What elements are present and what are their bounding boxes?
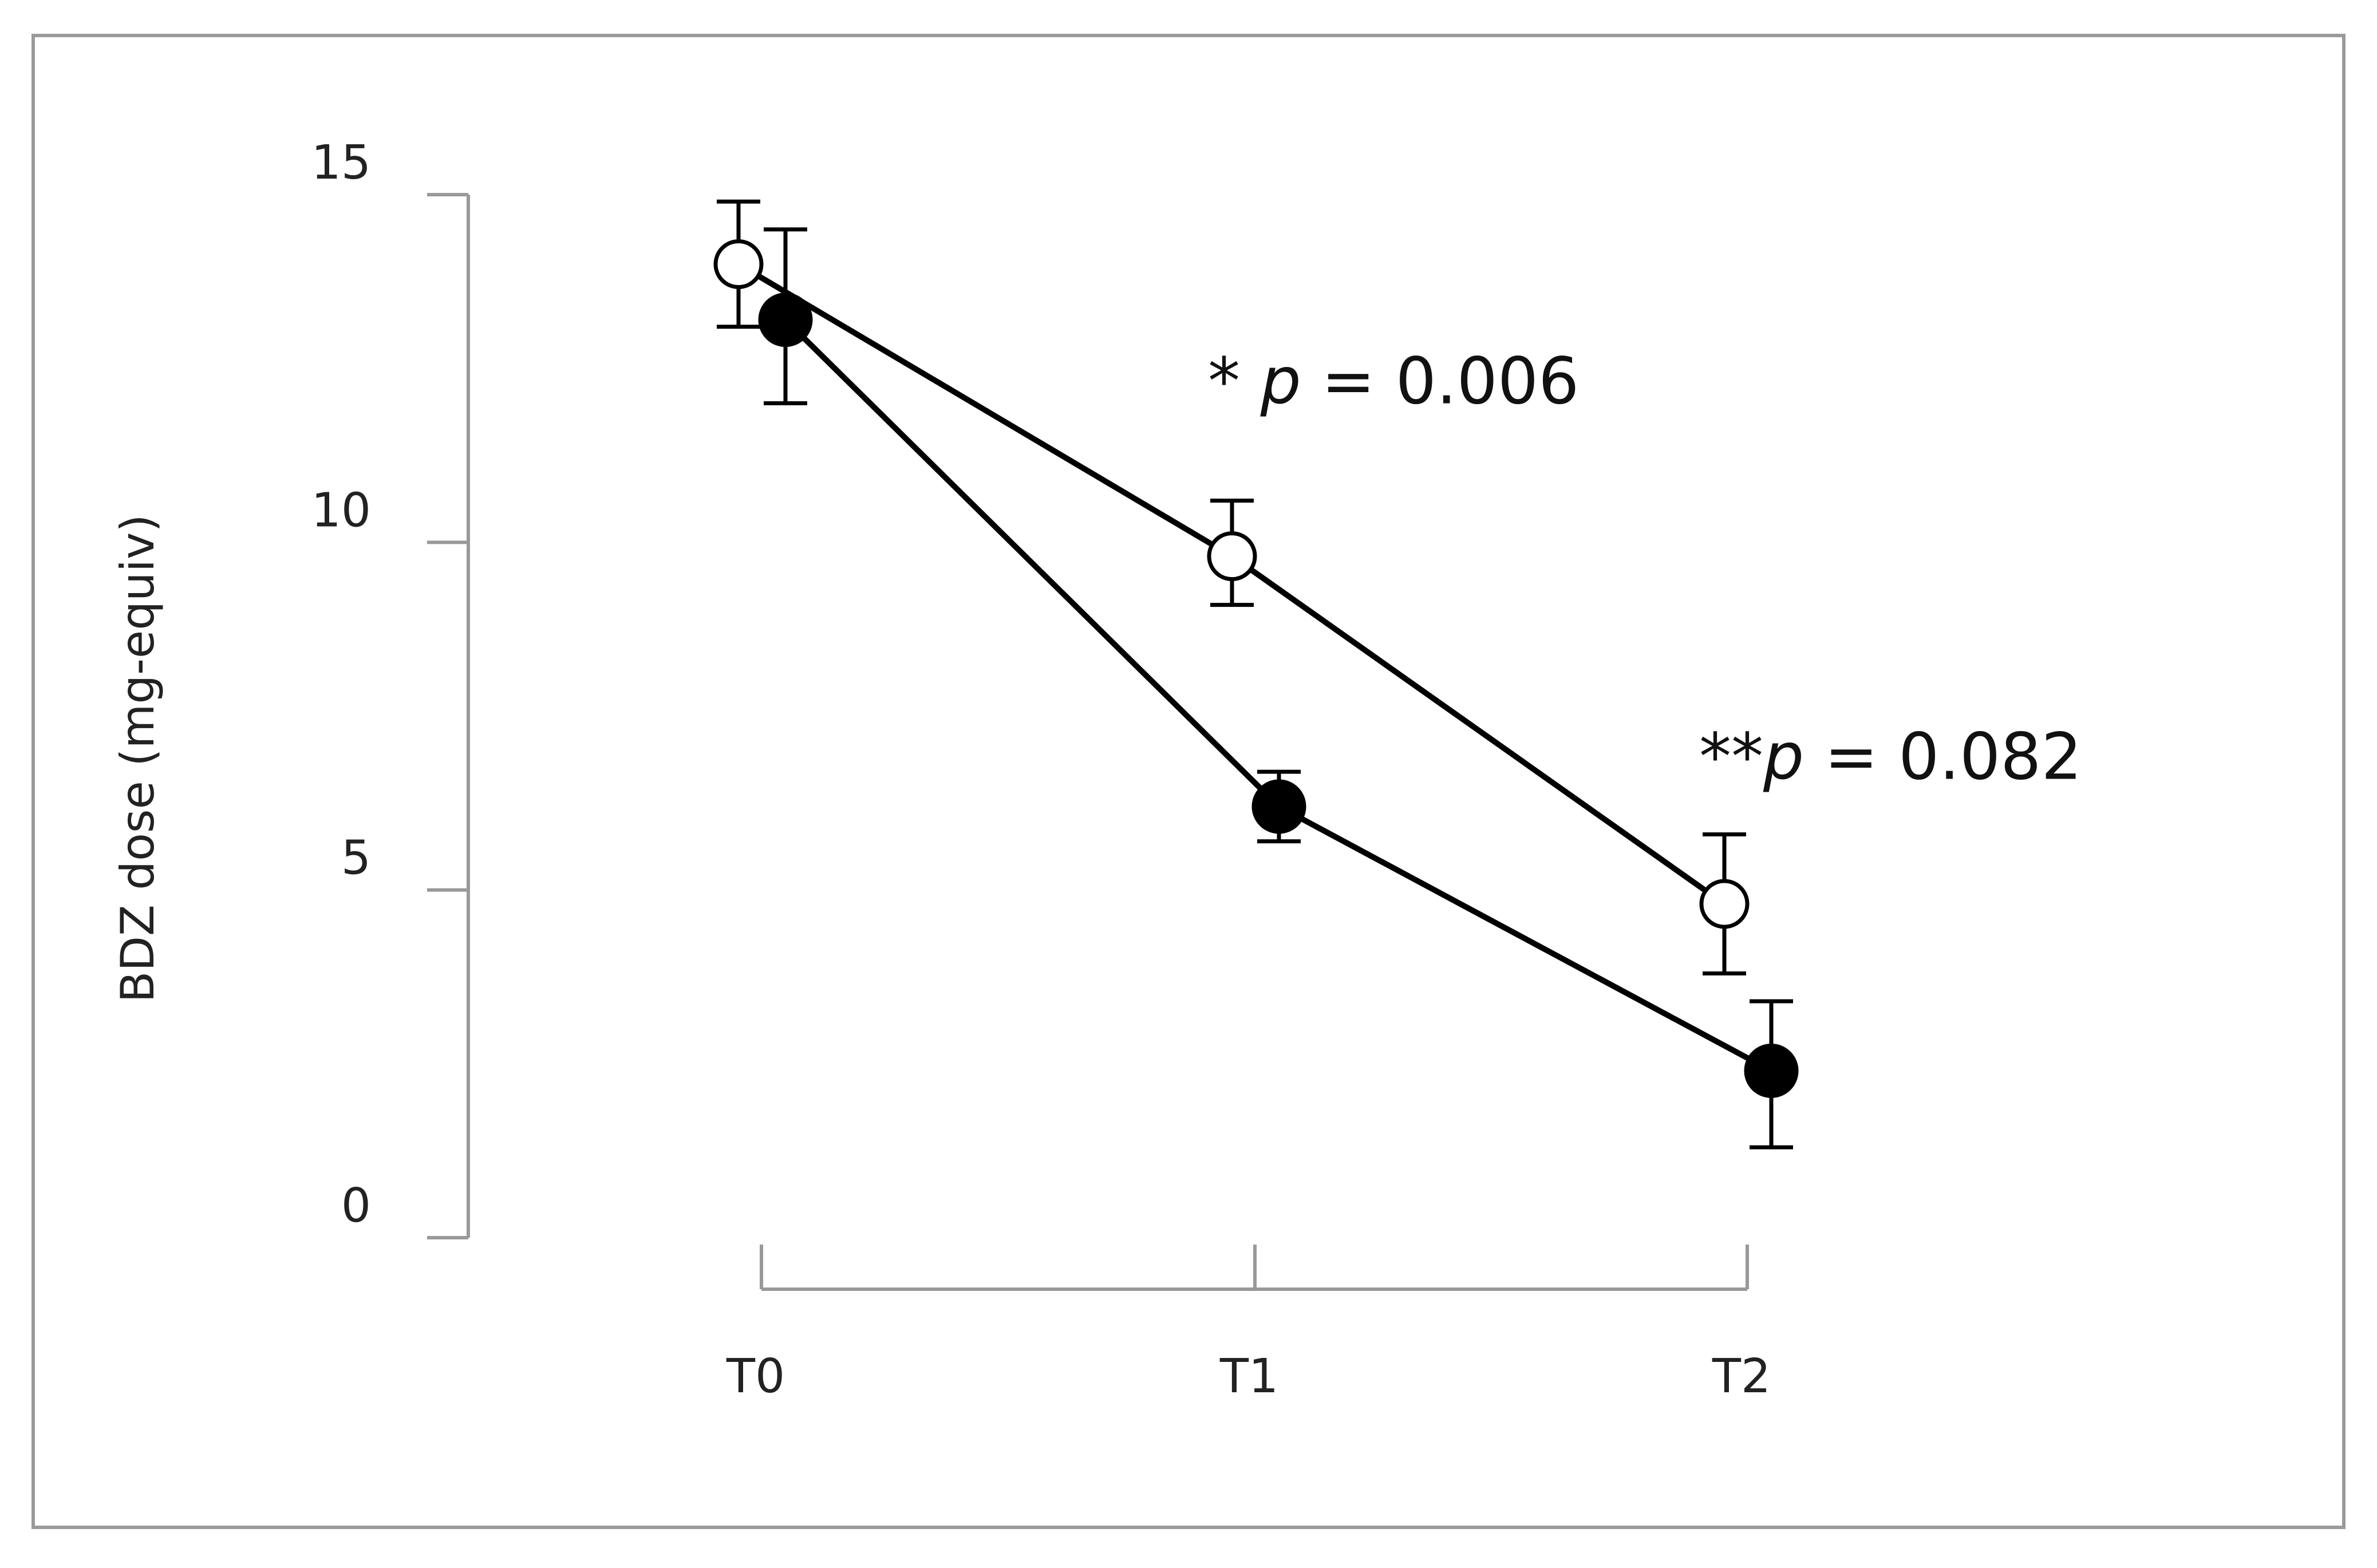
significance-annotation: * p = 0.006 (1208, 344, 1579, 418)
open-circle-point (713, 239, 764, 289)
x-axis-ticks: T0 T1 T2 (726, 1245, 1771, 1404)
x-tick-label: T1 (1219, 1349, 1278, 1404)
open-circle-point (1207, 531, 1257, 582)
y-tick-label: 15 (311, 136, 371, 190)
filled-circle-point (1744, 1043, 1799, 1098)
y-axis-ticks: 0 5 10 15 (311, 136, 468, 1239)
significance-annotation: **p = 0.082 (1699, 720, 2082, 794)
series-group (713, 199, 1750, 975)
series-group (758, 227, 1799, 1150)
y-tick-label: 0 (341, 1179, 371, 1233)
y-tick-label: 10 (311, 483, 371, 538)
filled-circle-point (758, 293, 813, 347)
series-layer (713, 199, 1799, 1150)
open-circle-point (1699, 879, 1750, 929)
figure-frame (31, 34, 2346, 1529)
y-tick-label: 5 (341, 831, 371, 886)
x-tick-label: T0 (726, 1349, 785, 1404)
annotation-layer: * p = 0.006 **p = 0.082 (1208, 344, 2082, 794)
filled-circle-point (1251, 779, 1306, 834)
y-axis-title: BDZ dose (mg-equiv) (111, 514, 164, 1002)
x-tick-label: T2 (1712, 1349, 1771, 1404)
